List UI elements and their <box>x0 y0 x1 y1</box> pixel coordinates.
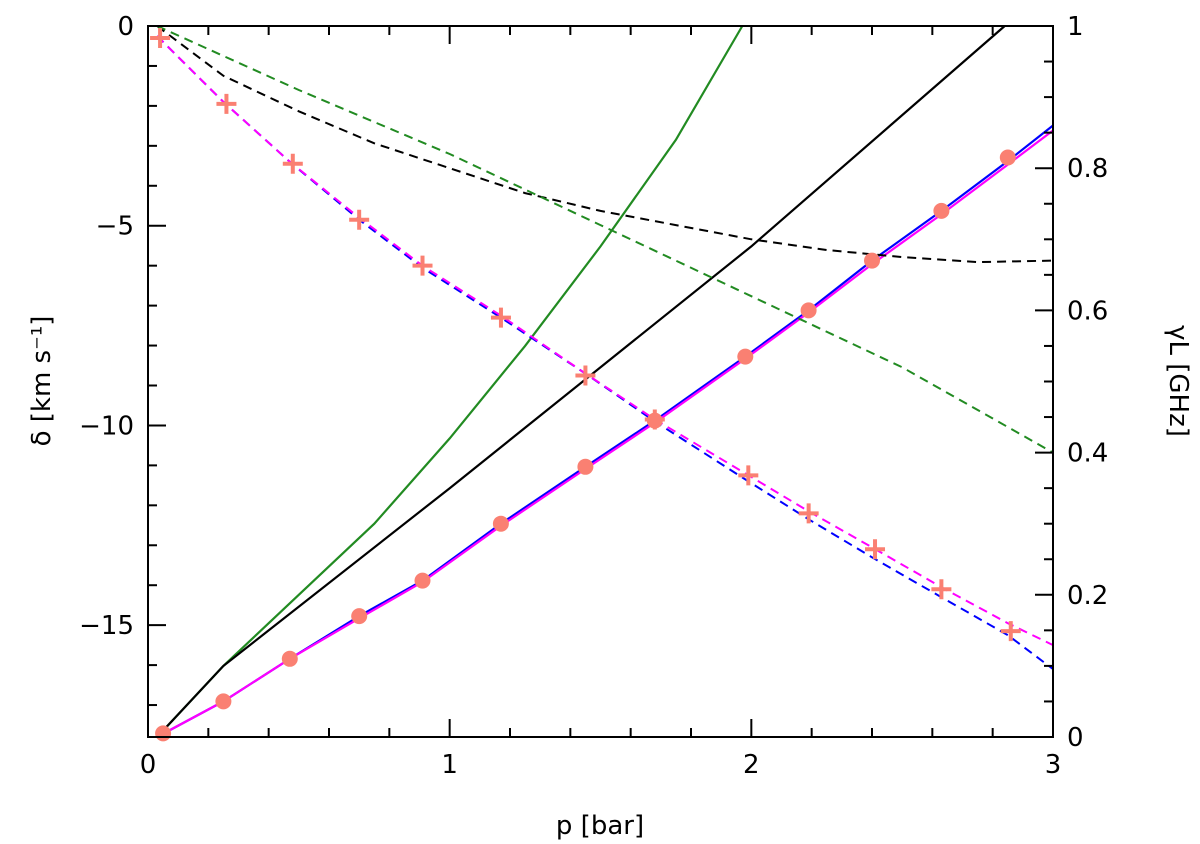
circle-marker-9 <box>800 302 817 319</box>
y-left-axis-label: δ [km s⁻¹] <box>27 316 57 447</box>
circle-marker-2 <box>281 650 298 667</box>
series-line-0 <box>156 25 744 738</box>
series-layer <box>156 25 1054 738</box>
x-tick-label-2: 2 <box>743 750 760 780</box>
plus-marker-2 <box>282 153 303 174</box>
x-tick-label-3: 3 <box>1045 750 1062 780</box>
circle-marker-1 <box>215 693 232 710</box>
circle-marker-5 <box>492 515 509 532</box>
plus-marker-10 <box>865 539 886 560</box>
plus-marker-9 <box>798 503 819 524</box>
y-left-tick-label-1: −5 <box>96 212 134 242</box>
plus-marker-6 <box>575 365 596 386</box>
y-right-tick-label-4: 0.8 <box>1067 154 1108 184</box>
circle-marker-4 <box>414 572 431 589</box>
circle-marker-8 <box>737 348 754 365</box>
plus-marker-11 <box>931 579 952 600</box>
y-right-tick-label-5: 1 <box>1067 12 1084 42</box>
circle-marker-12 <box>999 149 1016 166</box>
plus-marker-3 <box>349 209 370 230</box>
y-left-tick-label-0: 0 <box>117 12 134 42</box>
plus-marker-5 <box>490 307 511 328</box>
circle-marker-6 <box>577 458 594 475</box>
circle-marker-11 <box>933 202 950 219</box>
marker-layer <box>150 27 1021 742</box>
y-left-tick-label-2: −10 <box>79 411 134 441</box>
series-line-6 <box>156 25 1054 264</box>
series-line-5 <box>156 35 1054 646</box>
plus-marker-0 <box>150 27 171 48</box>
plus-marker-7 <box>644 409 665 430</box>
circle-marker-3 <box>351 608 368 625</box>
series-line-1 <box>156 25 1006 738</box>
plus-marker-8 <box>738 465 759 486</box>
circle-marker-10 <box>864 252 880 269</box>
y-right-tick-label-1: 0.2 <box>1067 581 1108 611</box>
x-tick-label-0: 0 <box>140 750 157 780</box>
series-line-7 <box>156 25 1054 454</box>
y-left-tick-label-3: −15 <box>79 611 134 641</box>
plus-marker-1 <box>216 93 237 114</box>
plot-frame <box>147 25 1054 738</box>
plus-marker-12 <box>1000 621 1021 642</box>
y-right-tick-label-3: 0.6 <box>1067 296 1108 326</box>
x-axis-label: p [bar] <box>556 811 644 841</box>
y-right-axis-label: γL [GHz] <box>1163 325 1193 437</box>
x-tick-label-1: 1 <box>441 750 458 780</box>
y-right-tick-label-2: 0.4 <box>1067 439 1108 469</box>
y-right-tick-label-0: 0 <box>1067 723 1084 753</box>
series-line-2 <box>156 124 1054 738</box>
circle-marker-0 <box>155 725 172 742</box>
plus-marker-4 <box>412 255 433 276</box>
series-line-3 <box>156 129 1054 738</box>
